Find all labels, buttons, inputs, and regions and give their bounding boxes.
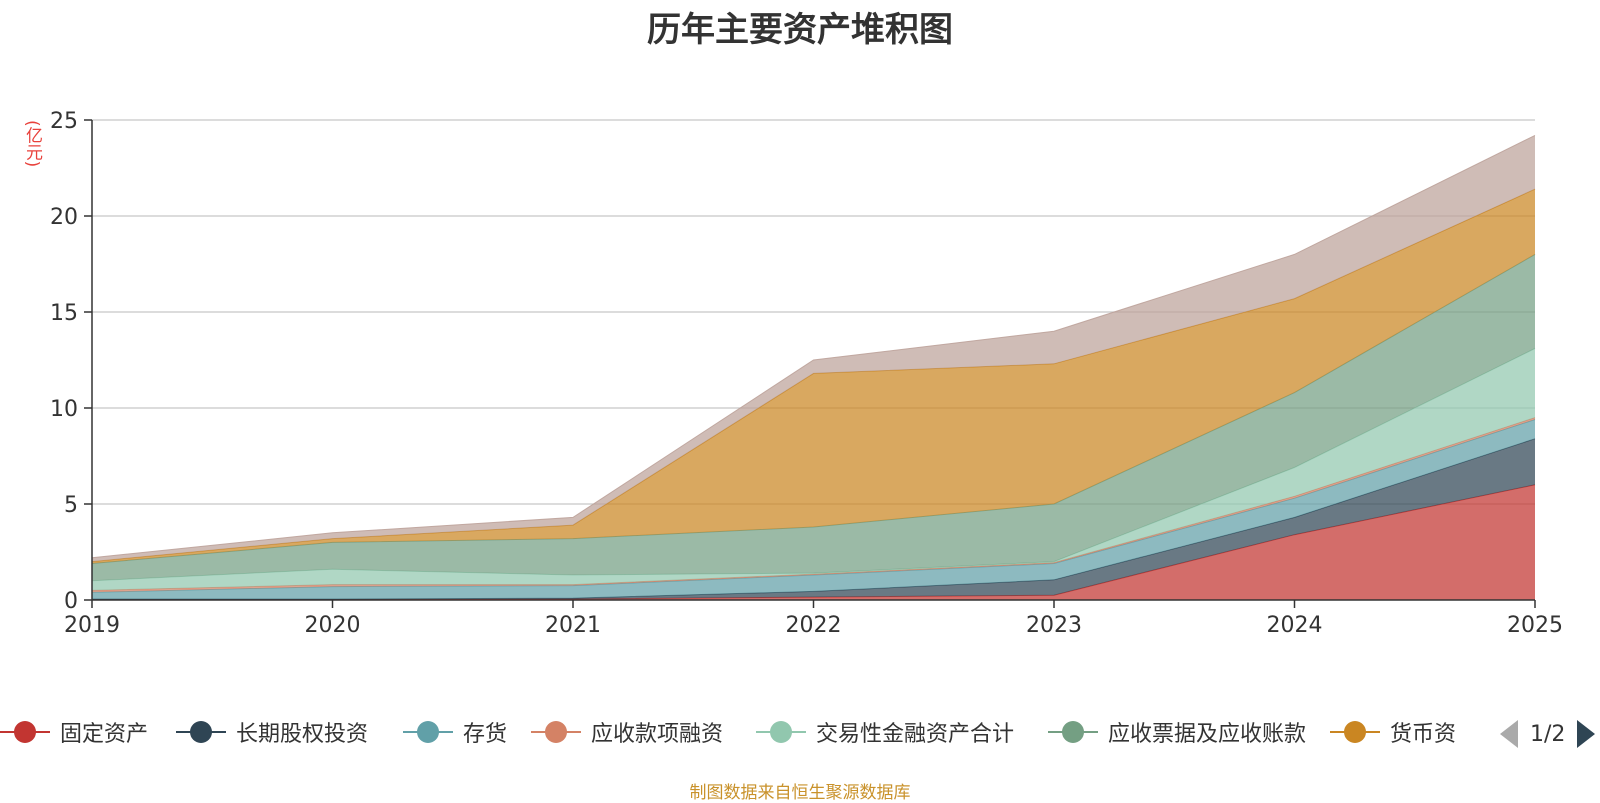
legend-item-receivables-financing[interactable]: 应收款项融资 <box>531 712 723 752</box>
x-tick-label: 2021 <box>545 613 601 638</box>
legend-item-fixed-assets[interactable]: 固定资产 <box>0 712 148 752</box>
legend: 固定资产 长期股权投资 存货 应收款项融资 交易性金融资产合计 应收票据及应收账… <box>0 712 1600 752</box>
x-tick-label: 2020 <box>305 613 361 638</box>
y-tick-label: 0 <box>64 589 78 614</box>
legend-marker-icon <box>531 720 581 744</box>
area-series[interactable] <box>92 484 1535 600</box>
legend-marker-icon <box>176 720 226 744</box>
x-tick-label: 2019 <box>64 613 120 638</box>
legend-marker-icon <box>1330 720 1380 744</box>
y-axis-unit-label: (亿元) <box>22 120 42 168</box>
legend-label: 存货 <box>463 722 508 747</box>
area-series[interactable] <box>92 438 1535 599</box>
legend-label: 交易性金融资产合计 <box>816 722 1015 747</box>
legend-item-cash[interactable]: 货币资 <box>1330 712 1456 752</box>
prev-page-icon[interactable] <box>1500 720 1518 748</box>
area-series[interactable] <box>92 254 1535 581</box>
legend-item-trading-financial-assets[interactable]: 交易性金融资产合计 <box>756 712 1014 752</box>
legend-item-long-term-equity[interactable]: 长期股权投资 <box>176 712 368 752</box>
legend-pager: 1/2 <box>1500 718 1596 750</box>
y-tick-label: 10 <box>50 397 78 422</box>
legend-marker-icon <box>1048 720 1098 744</box>
series-line <box>91 134 1536 559</box>
legend-page-indicator: 1/2 <box>1530 721 1566 747</box>
legend-label: 货币资 <box>1390 722 1457 747</box>
y-tick-label: 20 <box>50 205 78 230</box>
y-tick-label: 25 <box>50 109 78 134</box>
legend-item-notes-accounts-receivable[interactable]: 应收票据及应收账款 <box>1048 712 1306 752</box>
y-tick-label: 5 <box>64 493 78 518</box>
legend-marker-icon <box>756 720 806 744</box>
x-tick-label: 2022 <box>786 613 842 638</box>
x-tick-label: 2023 <box>1026 613 1082 638</box>
legend-label: 应收款项融资 <box>591 722 724 747</box>
area-series[interactable] <box>92 189 1535 564</box>
next-page-icon[interactable] <box>1577 720 1596 748</box>
legend-label: 固定资产 <box>60 722 149 747</box>
chart-title: 历年主要资产堆积图 <box>647 10 953 50</box>
legend-item-inventory[interactable]: 存货 <box>403 712 507 752</box>
legend-marker-icon <box>0 720 50 744</box>
legend-label: 应收票据及应收账款 <box>1108 722 1307 747</box>
legend-label: 长期股权投资 <box>236 722 369 747</box>
x-tick-label: 2025 <box>1507 613 1563 638</box>
x-tick-label: 2024 <box>1267 613 1323 638</box>
y-tick-label: 15 <box>50 301 78 326</box>
legend-marker-icon <box>403 720 453 744</box>
data-source-note: 制图数据来自恒生聚源数据库 <box>689 783 911 803</box>
